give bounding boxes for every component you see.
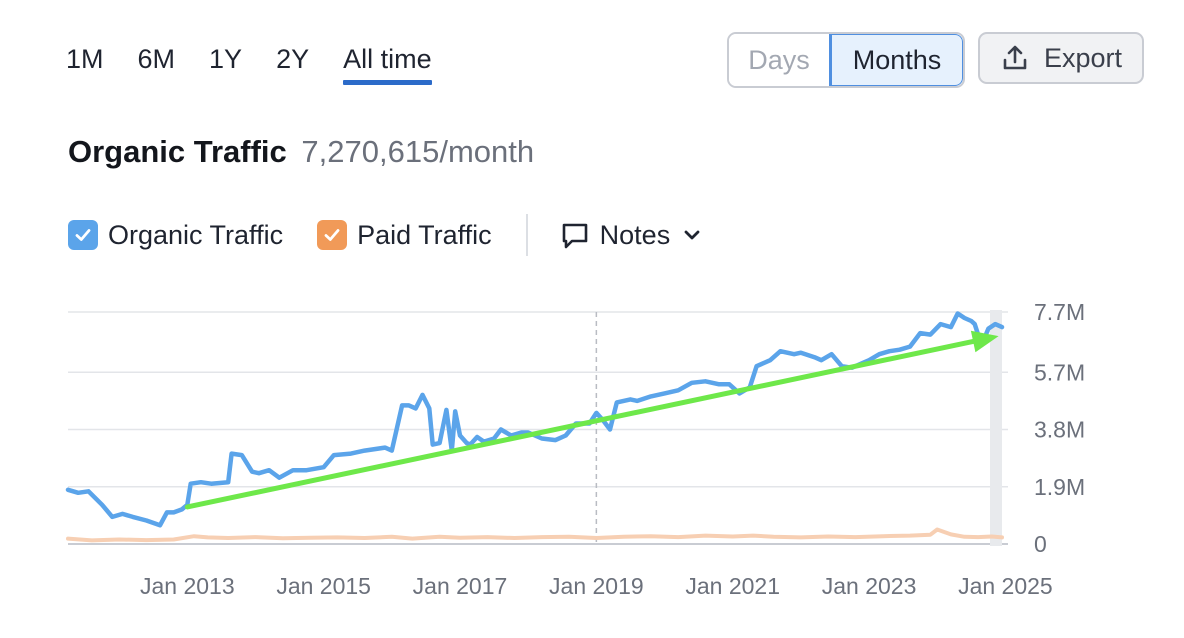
notes-dropdown[interactable]: Notes bbox=[560, 220, 705, 251]
range-tabs: 1M 6M 1Y 2Y All time bbox=[66, 40, 466, 85]
trend-arrow-head bbox=[970, 330, 999, 353]
y-tick-label: 0 bbox=[1034, 531, 1047, 557]
chart-legend: Organic Traffic Paid Traffic Notes bbox=[68, 214, 704, 256]
check-icon bbox=[75, 229, 91, 241]
x-tick-label: Jan 2023 bbox=[822, 573, 917, 599]
x-tick-label: Jan 2017 bbox=[413, 573, 508, 599]
legend-paid-traffic[interactable]: Paid Traffic bbox=[317, 220, 492, 251]
range-tab-6m[interactable]: 6M bbox=[137, 44, 176, 74]
range-tab-all-time[interactable]: All time bbox=[343, 40, 432, 85]
x-tick-label: Jan 2021 bbox=[685, 573, 780, 599]
export-label: Export bbox=[1043, 42, 1123, 73]
organic-traffic-line bbox=[65, 311, 1005, 528]
comment-icon bbox=[562, 223, 587, 249]
days-button[interactable]: Days bbox=[729, 34, 829, 86]
range-tab-1m[interactable]: 1M bbox=[66, 44, 104, 74]
legend-organic-traffic[interactable]: Organic Traffic bbox=[68, 220, 283, 251]
granularity-toggle: Days Months bbox=[727, 32, 965, 88]
paid-checkbox[interactable] bbox=[317, 220, 348, 250]
metric-value: 7,270,615/month bbox=[301, 134, 535, 169]
trend-arrow-line bbox=[184, 338, 976, 510]
latest-period-band bbox=[990, 310, 1002, 546]
x-tick-label: Jan 2015 bbox=[276, 573, 371, 599]
metric-title: Organic Traffic bbox=[68, 134, 287, 169]
notes-label: Notes bbox=[599, 219, 671, 250]
range-tab-2y[interactable]: 2Y bbox=[276, 44, 310, 74]
page-title: Organic Traffic 7,270,615/month bbox=[68, 134, 534, 170]
y-tick-label: 7.7M bbox=[1034, 299, 1085, 325]
months-button[interactable]: Months bbox=[829, 34, 963, 86]
y-tick-label: 5.7M bbox=[1034, 359, 1085, 385]
organic-checkbox[interactable] bbox=[68, 220, 98, 250]
x-tick-label: Jan 2019 bbox=[549, 573, 644, 599]
export-button[interactable]: Export bbox=[978, 32, 1144, 84]
x-tick-label: Jan 2013 bbox=[140, 573, 235, 599]
range-tab-1y[interactable]: 1Y bbox=[209, 44, 243, 74]
y-tick-label: 1.9M bbox=[1034, 474, 1085, 500]
legend-organic-label: Organic Traffic bbox=[108, 219, 284, 250]
legend-divider bbox=[525, 214, 528, 256]
paid-traffic-line bbox=[66, 527, 1004, 543]
y-tick-label: 3.8M bbox=[1034, 417, 1085, 443]
traffic-chart: Jan 2013 Jan 2015 Jan 2017 Jan 2019 Jan 2021… bbox=[65, 299, 1085, 599]
x-tick-label: Jan 2025 bbox=[958, 573, 1053, 599]
chevron-down-icon bbox=[684, 230, 700, 240]
legend-paid-label: Paid Traffic bbox=[357, 219, 492, 250]
check-icon bbox=[324, 229, 340, 241]
upload-icon bbox=[1003, 45, 1027, 70]
